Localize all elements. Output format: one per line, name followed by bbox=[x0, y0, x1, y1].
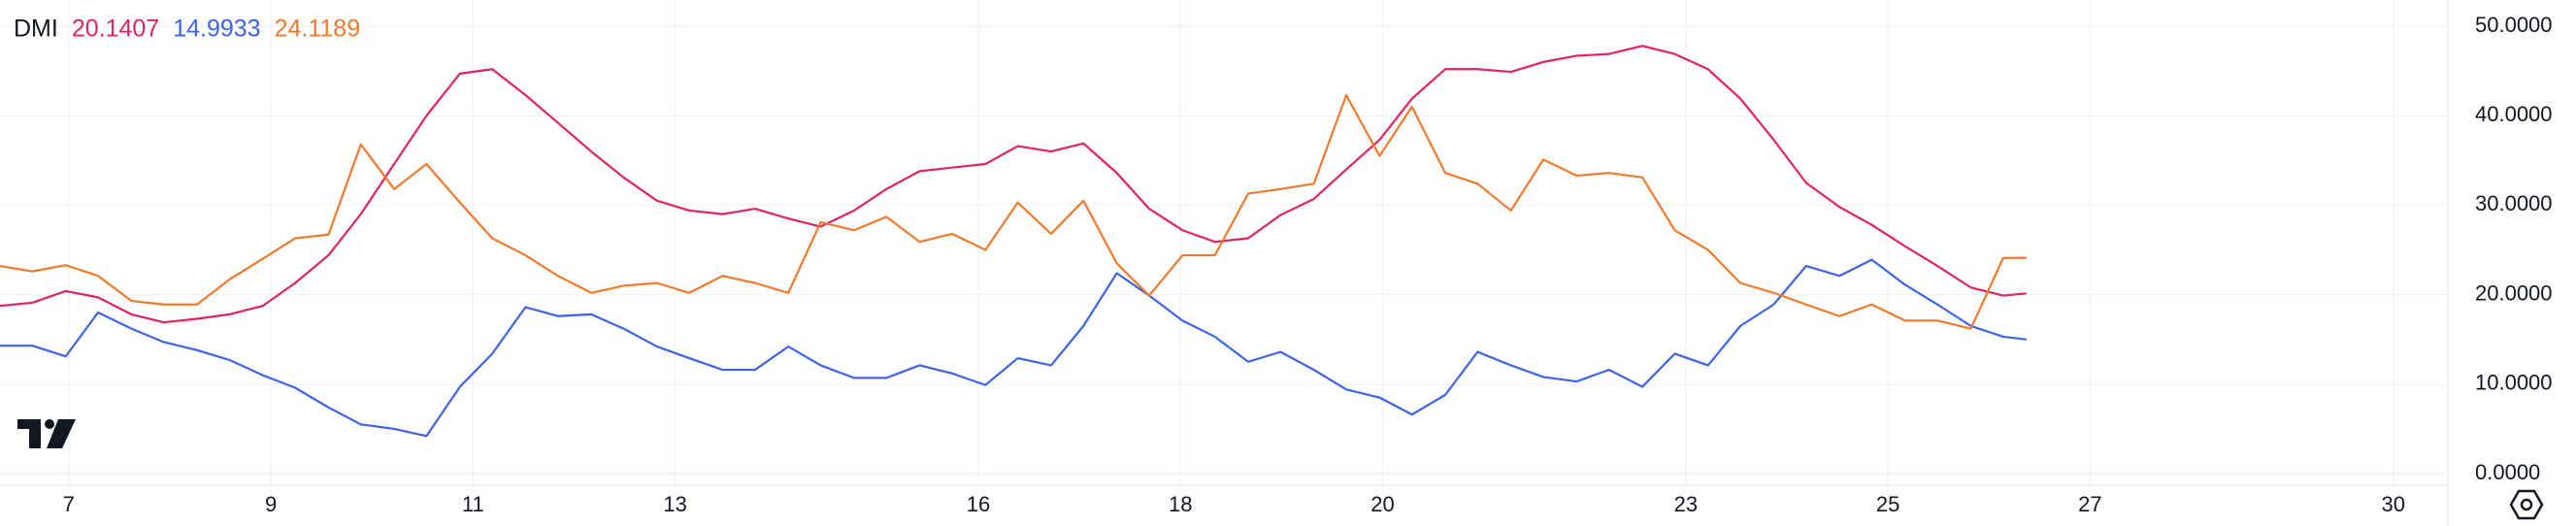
series-line bbox=[0, 45, 2027, 324]
indicator-name: DMI bbox=[14, 16, 58, 43]
x-tick-label: 25 bbox=[1876, 492, 1899, 516]
series-line bbox=[0, 93, 2027, 330]
x-tick-label: 18 bbox=[1169, 492, 1192, 516]
y-tick-label: 50.0000 bbox=[2475, 13, 2553, 37]
x-tick-label: 27 bbox=[2078, 492, 2101, 516]
y-tick-label: 40.0000 bbox=[2475, 102, 2553, 126]
x-tick-label: 16 bbox=[967, 492, 990, 516]
series-line bbox=[0, 258, 2027, 438]
x-tick-label: 11 bbox=[462, 492, 484, 516]
legend-value: 24.1189 bbox=[275, 16, 361, 43]
settings-button[interactable] bbox=[2509, 489, 2544, 520]
x-tick-label: 7 bbox=[63, 492, 75, 516]
tradingview-logo bbox=[17, 419, 76, 448]
y-tick-label: 0.0000 bbox=[2475, 460, 2540, 484]
x-tick-label: 13 bbox=[663, 492, 686, 516]
x-tick-label: 23 bbox=[1674, 492, 1698, 516]
grid bbox=[0, 0, 2448, 485]
legend-value: 20.1407 bbox=[72, 16, 159, 43]
legend: DMI 20.1407 14.9933 24.1189 bbox=[14, 16, 360, 43]
x-tick-label: 30 bbox=[2382, 492, 2405, 516]
y-tick-label: 30.0000 bbox=[2475, 191, 2553, 215]
legend-value: 14.9933 bbox=[173, 16, 260, 43]
y-tick-label: 10.0000 bbox=[2475, 371, 2553, 395]
x-tick-label: 20 bbox=[1371, 492, 1394, 516]
x-tick-label: 9 bbox=[265, 492, 277, 516]
plot bbox=[0, 45, 2027, 438]
y-tick-label: 20.0000 bbox=[2475, 280, 2553, 305]
